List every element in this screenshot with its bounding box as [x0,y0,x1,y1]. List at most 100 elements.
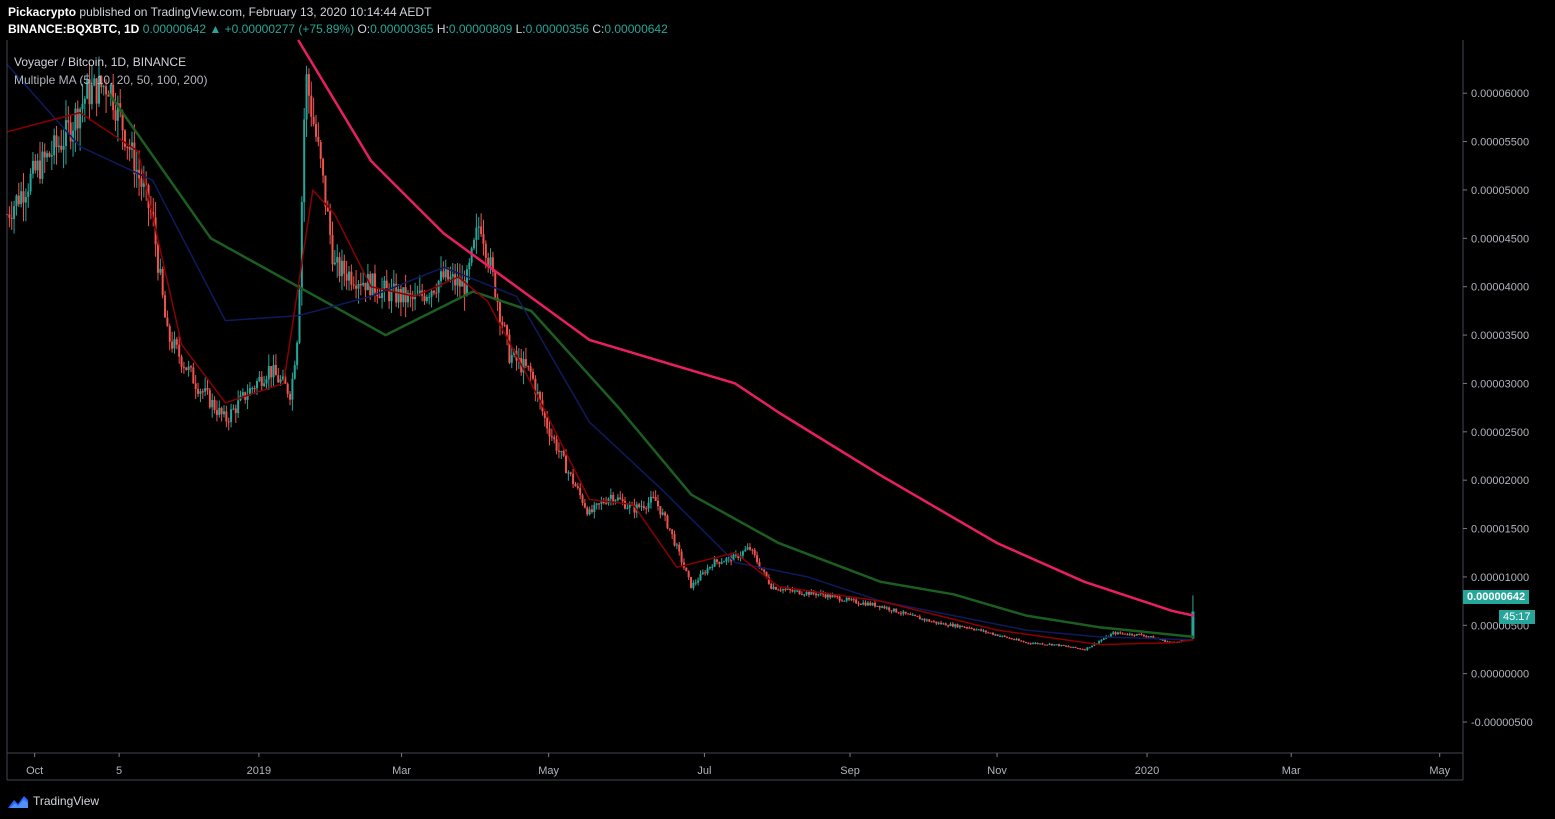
y-tick-label: 0.00002500 [1471,427,1529,439]
candle-body [281,376,284,380]
candle-body [1053,644,1056,646]
candle-body [74,108,77,131]
candle-body [862,602,865,605]
price-chart[interactable]: Oct 5 2019 Mar May Jul Sep Nov 2020 Mar May 0.0000… [0,0,1555,786]
candle-body [1032,643,1035,645]
candle-body [1074,646,1077,648]
candle-body [461,280,464,287]
candle-body [286,383,289,394]
candle-body [883,606,886,609]
open-value: 0.00000365 [370,22,434,36]
candle-body [765,571,768,578]
chart-header: Pickacrypto published on TradingView.com… [0,0,1555,40]
candle-body [824,594,827,598]
legend-title[interactable]: Voyager / Bitcoin, 1D, BINANCE [14,55,187,69]
candle-body [1149,636,1152,638]
candle-body [206,388,209,391]
ma200-line [297,39,1194,617]
publisher-name[interactable]: Pickacrypto [8,5,77,19]
candle-body [895,608,898,613]
x-tick-label: Jul [697,765,711,777]
candle-body [83,98,86,104]
candle-body [331,234,334,265]
candle-body [756,555,759,563]
candle-body [531,371,534,379]
candle-body [246,395,249,400]
candle-body [1006,636,1009,638]
candle-body [815,593,818,596]
candle-body [192,367,195,384]
candle-body [723,561,726,563]
candle-body [76,108,79,129]
candle-body [605,502,608,504]
candle-body [204,388,207,392]
axes-layer [6,40,1464,781]
candle-body [187,366,190,370]
ma100-line [107,92,1194,639]
candle-body [942,623,945,625]
candle-body [10,217,13,219]
x-tick-label: Mar [1282,765,1301,777]
x-tick-label: Mar [392,765,411,777]
candle-body [874,602,877,607]
candle-body [956,624,959,628]
candle-body [487,257,490,266]
candle-body [303,119,306,203]
candle-body [522,359,525,373]
candle-body [940,622,943,625]
candle-body [223,411,226,415]
candle-body [378,296,381,299]
candle-body [350,271,353,285]
candle-body [102,86,105,88]
y-tick-label: 0.00003500 [1471,330,1529,342]
candle-body [29,173,32,192]
candle-body [322,158,325,176]
candle-body [392,283,395,288]
candle-body [279,379,282,383]
candle-body [649,496,652,503]
candle-body [114,110,117,121]
candle-body [324,175,327,207]
candle-body [220,407,223,415]
candle-body [881,606,884,608]
y-tick-label: 0.00004500 [1471,233,1529,245]
candle-body [690,577,693,588]
candle-body [36,160,39,171]
candle-body [822,592,825,595]
candle-body [628,504,631,508]
candle-body [543,411,546,419]
tradingview-logo-icon[interactable] [7,794,29,810]
candle-body [831,595,834,598]
candle-body [293,365,296,379]
candle-body [227,421,230,423]
candle-body [1003,635,1006,637]
candle-body [609,494,612,499]
candle-body [355,285,358,289]
candle-body [121,111,124,131]
candle-body [774,586,777,590]
tradingview-brand[interactable]: TradingView [33,794,100,808]
candle-body [803,594,806,596]
candle-body [189,366,192,368]
candle-body [1119,632,1122,634]
candle-body [388,288,391,302]
candle-body [430,290,433,297]
candle-body [258,376,261,382]
candle-body [659,506,662,515]
candle-body [753,549,756,556]
legend-indicator[interactable]: Multiple MA (5, 10, 20, 50, 100, 200) [14,73,208,87]
candle-body [616,497,619,501]
candle-body [569,472,572,474]
low-value: 0.00000356 [525,22,590,36]
candle-body [213,399,216,411]
candle-body [553,437,556,440]
y-tick-label: 0.00002000 [1471,475,1529,487]
candle-body [406,293,409,303]
candle-body [267,366,270,380]
candle-body [711,566,714,568]
candle-body [55,135,58,148]
candle-body [265,379,268,384]
y-tick-label: 0.00005500 [1471,137,1529,149]
candle-body [1086,647,1089,650]
candle-body [1062,644,1065,646]
